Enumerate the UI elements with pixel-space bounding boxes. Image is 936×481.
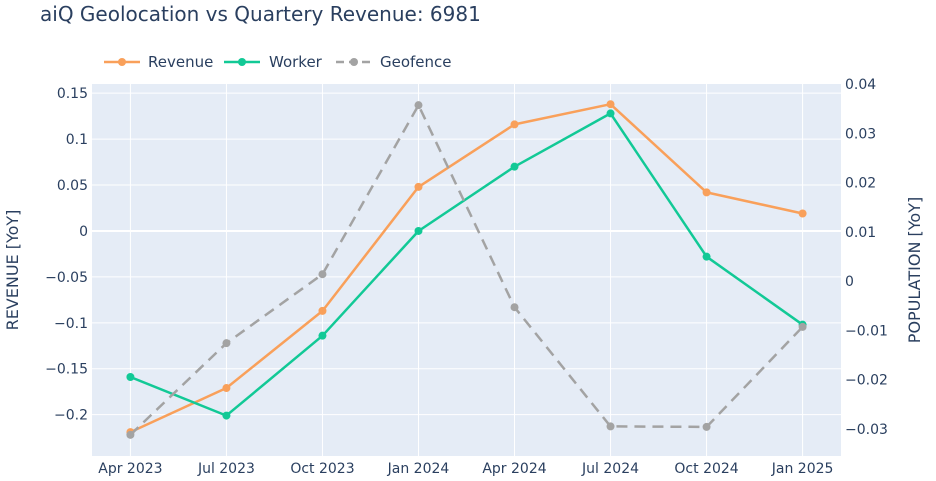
x-tick-label: Apr 2024 (482, 461, 546, 477)
data-point-worker[interactable] (702, 252, 711, 261)
right-axis-ticks: 0.04 0.03 0.02 0.01 0 −0.01 −0.02 −0.03 (845, 77, 888, 438)
series-geofence (126, 101, 807, 439)
series-worker (126, 109, 807, 420)
series-revenue (126, 100, 807, 437)
x-axis-ticks: Apr 2023 Jul 2023 Oct 2023 Jan 2024 Apr 2024… (98, 461, 833, 477)
x-tick-label: Jan 2025 (771, 461, 834, 477)
legend-item-revenue[interactable]: Revenue (104, 53, 213, 71)
data-point-worker[interactable] (126, 373, 135, 382)
legend-marker-worker (238, 58, 246, 66)
data-point-revenue[interactable] (414, 182, 423, 191)
y-left-tick-label: 0.1 (66, 132, 88, 148)
data-point-worker[interactable] (318, 331, 327, 340)
legend: Revenue Worker Geofence (104, 53, 452, 71)
x-tick-label: Oct 2023 (290, 461, 354, 477)
left-axis-ticks: 0.15 0.1 0.05 0 −0.05 −0.1 −0.15 −0.2 (45, 86, 88, 423)
legend-marker-revenue (118, 58, 126, 66)
legend-label-worker: Worker (269, 53, 323, 71)
y-left-tick-label: 0.05 (57, 178, 88, 194)
series (126, 100, 807, 439)
data-point-geofence[interactable] (222, 339, 231, 348)
legend-item-worker[interactable]: Worker (224, 53, 323, 71)
data-point-revenue[interactable] (606, 100, 615, 109)
plot-area (92, 84, 841, 456)
data-point-geofence[interactable] (798, 322, 807, 331)
x-tick-label: Apr 2023 (98, 461, 162, 477)
legend-label-revenue: Revenue (148, 53, 213, 71)
y-right-tick-label: −0.03 (845, 422, 888, 438)
data-point-geofence[interactable] (318, 270, 327, 279)
y-right-tick-label: 0.03 (845, 126, 876, 142)
series-line-worker (129, 112, 804, 417)
gridlines (92, 84, 841, 456)
y-right-tick-label: 0.04 (845, 77, 876, 93)
y-left-tick-label: 0 (79, 224, 88, 240)
series-line-geofence (129, 103, 804, 436)
y-left-tick-label: −0.05 (45, 270, 88, 286)
data-point-revenue[interactable] (318, 306, 327, 315)
x-tick-label: Jul 2024 (581, 461, 639, 477)
y-left-tick-label: −0.15 (45, 362, 88, 378)
data-point-revenue[interactable] (222, 384, 231, 393)
y-right-tick-label: 0.02 (845, 176, 876, 192)
legend-marker-geofence (350, 58, 358, 66)
data-point-revenue[interactable] (510, 120, 519, 129)
data-point-worker[interactable] (606, 109, 615, 118)
data-point-worker[interactable] (414, 226, 423, 235)
y-left-tick-label: −0.2 (54, 408, 88, 424)
x-tick-label: Oct 2024 (674, 461, 738, 477)
y-right-tick-label: 0.01 (845, 225, 876, 241)
data-point-revenue[interactable] (702, 188, 711, 197)
x-tick-label: Jan 2024 (387, 461, 450, 477)
y-left-axis-label: REVENUE [YoY] (3, 210, 22, 331)
y-left-tick-label: −0.1 (54, 316, 88, 332)
legend-item-geofence[interactable]: Geofence (336, 53, 452, 71)
series-line-revenue (129, 102, 803, 434)
data-point-geofence[interactable] (414, 101, 423, 110)
data-point-geofence[interactable] (702, 422, 711, 431)
data-point-worker[interactable] (510, 162, 519, 171)
y-right-axis-label: POPULATION [YoY] (905, 197, 924, 343)
data-point-revenue[interactable] (798, 209, 807, 218)
data-point-geofence[interactable] (510, 303, 519, 312)
y-right-tick-label: 0 (845, 274, 854, 290)
data-point-worker[interactable] (222, 411, 231, 420)
chart-title: aiQ Geolocation vs Quartery Revenue: 698… (40, 2, 481, 26)
data-point-geofence[interactable] (126, 430, 135, 439)
x-tick-label: Jul 2023 (197, 461, 255, 477)
y-right-tick-label: −0.01 (845, 323, 888, 339)
legend-label-geofence: Geofence (380, 53, 452, 71)
y-right-tick-label: −0.02 (845, 373, 888, 389)
y-left-tick-label: 0.15 (57, 86, 88, 102)
data-point-geofence[interactable] (606, 422, 615, 431)
